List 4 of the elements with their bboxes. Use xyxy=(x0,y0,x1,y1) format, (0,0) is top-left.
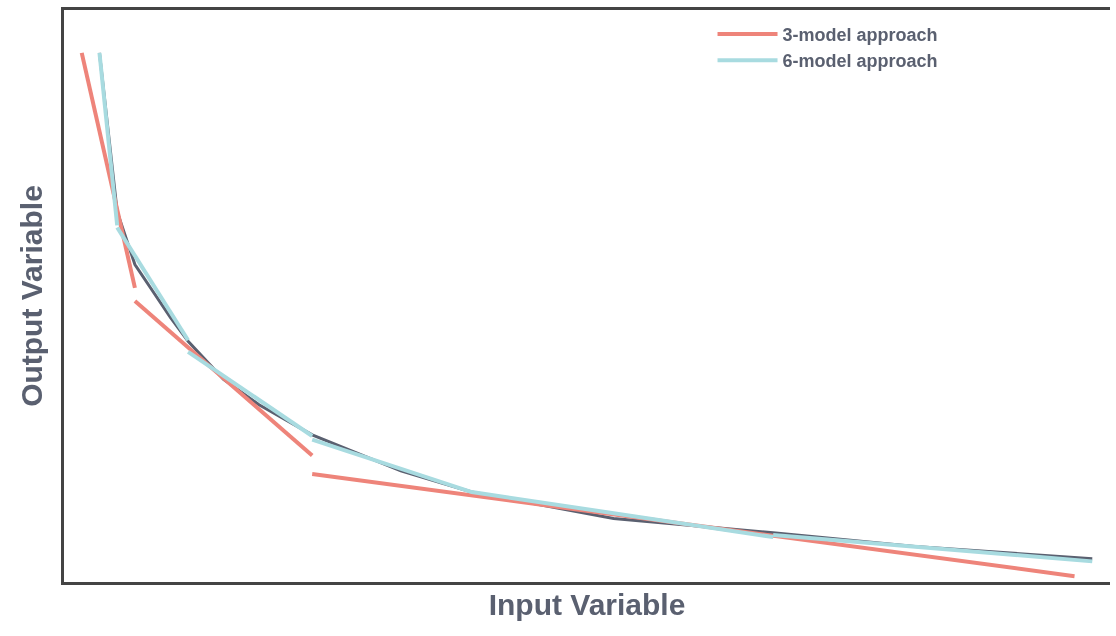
x-axis-title: Input Variable xyxy=(488,587,686,621)
legend-label: 6-model approach xyxy=(782,51,938,72)
y-axis-title: Output Variable xyxy=(15,185,48,407)
legend-label: 3-model approach xyxy=(782,24,938,45)
